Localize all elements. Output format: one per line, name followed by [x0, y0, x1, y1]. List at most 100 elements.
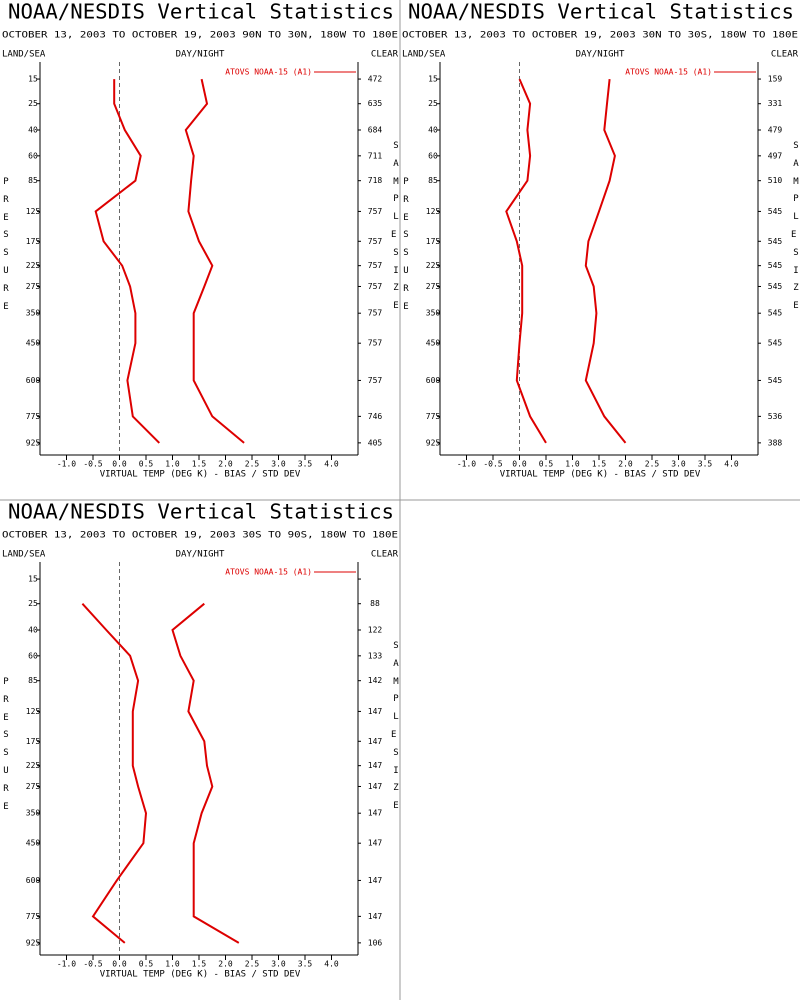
y-tick-label: 775	[26, 412, 41, 421]
sample-size-label: 757	[368, 237, 383, 246]
y-tick-label: 175	[26, 737, 41, 746]
panel: NOAA/NESDIS Vertical Statistics OCTOBER 1…	[2, 0, 399, 480]
y-tick-label: 85	[28, 176, 38, 185]
sample-size-label: 147	[368, 839, 383, 848]
x-axis-label: VIRTUAL TEMP (DEG K) - BIAS / STD DEV	[100, 970, 301, 980]
y2-axis-label: SAMPLE SIZE	[791, 141, 799, 312]
y-axis-label: PRESSURE	[403, 177, 409, 312]
sample-size-label: 757	[368, 376, 383, 385]
y-tick-label: 175	[26, 237, 41, 246]
sample-size-label: 536	[768, 412, 783, 421]
y-tick-label: 925	[26, 938, 41, 947]
y-tick-label: 450	[26, 339, 41, 348]
left-header: LAND/SEA	[2, 550, 46, 560]
sample-size-label: 147	[368, 761, 383, 770]
y-tick-label: 600	[426, 376, 441, 385]
sample-size-label: 472	[368, 75, 383, 84]
x-tick-label: 0.5	[539, 460, 554, 469]
x-tick-label: 3.5	[298, 460, 313, 469]
y-tick-label: 40	[428, 125, 438, 134]
x-tick-label: 3.0	[271, 960, 286, 969]
x-tick-label: 2.5	[245, 960, 260, 969]
y-tick-label: 15	[28, 575, 38, 584]
y-tick-label: 925	[426, 438, 441, 447]
x-tick-label: -1.0	[457, 460, 476, 469]
chart-title: NOAA/NESDIS Vertical Statistics	[8, 0, 394, 24]
y-tick-label: 925	[26, 438, 41, 447]
sample-size-label: 405	[368, 438, 383, 447]
sample-size-label: 545	[768, 282, 783, 291]
sample-size-label: 147	[368, 782, 383, 791]
y-tick-label: 600	[26, 376, 41, 385]
y-tick-label: 450	[26, 839, 41, 848]
sample-size-label: 545	[768, 261, 783, 270]
y-tick-label: 25	[28, 599, 38, 608]
sample-size-label: 388	[768, 438, 783, 447]
sample-size-label: 479	[768, 125, 783, 134]
center-header: DAY/NIGHT	[176, 50, 225, 60]
sample-size-label: 88	[370, 599, 380, 608]
std-dev-line	[184, 78, 245, 444]
bias-line	[505, 78, 547, 444]
y-tick-label: 225	[26, 261, 41, 270]
y-tick-label: 15	[28, 75, 38, 84]
y-tick-label: 125	[26, 707, 41, 716]
chart-title: NOAA/NESDIS Vertical Statistics	[408, 0, 794, 24]
x-tick-label: -0.5	[83, 960, 102, 969]
x-tick-label: 2.0	[218, 960, 233, 969]
y-tick-label: 15	[428, 75, 438, 84]
sample-size-label: 757	[368, 339, 383, 348]
sample-size-label: 510	[768, 176, 783, 185]
x-axis-label: VIRTUAL TEMP (DEG K) - BIAS / STD DEV	[100, 470, 301, 480]
sample-size-label: 142	[368, 676, 383, 685]
sample-size-label: 147	[368, 707, 383, 716]
sample-size-label: 331	[768, 99, 783, 108]
sample-size-label: 718	[368, 176, 383, 185]
sample-size-label: 757	[368, 282, 383, 291]
y-tick-label: 125	[26, 207, 41, 216]
x-tick-label: 1.0	[165, 960, 180, 969]
chart-subtitle: OCTOBER 13, 2003 TO OCTOBER 19, 2003 30S…	[2, 531, 398, 541]
sample-size-label: 133	[368, 651, 383, 660]
chart-title: NOAA/NESDIS Vertical Statistics	[8, 500, 394, 524]
sample-size-label: 147	[368, 737, 383, 746]
x-tick-label: 4.0	[324, 960, 339, 969]
x-tick-label: 0.0	[112, 460, 127, 469]
sample-size-label: 684	[368, 125, 383, 134]
y-tick-label: 600	[26, 876, 41, 885]
y-tick-label: 275	[26, 282, 41, 291]
right-header: CLEAR	[371, 550, 399, 560]
y-tick-label: 60	[28, 151, 38, 160]
sample-size-label: 147	[368, 912, 383, 921]
y-tick-label: 775	[426, 412, 441, 421]
sample-size-label: 746	[368, 412, 383, 421]
sample-size-label: 545	[768, 309, 783, 318]
x-tick-label: 1.0	[565, 460, 580, 469]
y-tick-label: 125	[426, 207, 441, 216]
y-tick-label: 40	[28, 625, 38, 634]
x-tick-label: 0.5	[139, 460, 154, 469]
sample-size-label: 147	[368, 809, 383, 818]
sample-size-label: 711	[368, 151, 383, 160]
y-tick-label: 275	[26, 782, 41, 791]
x-tick-label: 1.5	[192, 460, 207, 469]
x-tick-label: 2.5	[245, 460, 260, 469]
sample-size-label: 545	[768, 207, 783, 216]
y-tick-label: 275	[426, 282, 441, 291]
bias-line	[81, 603, 148, 944]
sample-size-label: 757	[368, 309, 383, 318]
x-tick-label: 3.5	[698, 460, 713, 469]
y-tick-label: 225	[426, 261, 441, 270]
x-tick-label: 0.5	[139, 960, 154, 969]
right-header: CLEAR	[771, 50, 799, 60]
x-tick-label: 3.5	[298, 960, 313, 969]
sample-size-label: 635	[368, 99, 383, 108]
left-header: LAND/SEA	[2, 50, 46, 60]
y-tick-label: 450	[426, 339, 441, 348]
std-dev-line	[171, 602, 240, 944]
x-tick-label: 3.0	[671, 460, 686, 469]
sample-size-label: 159	[768, 75, 783, 84]
x-tick-label: 1.0	[165, 460, 180, 469]
